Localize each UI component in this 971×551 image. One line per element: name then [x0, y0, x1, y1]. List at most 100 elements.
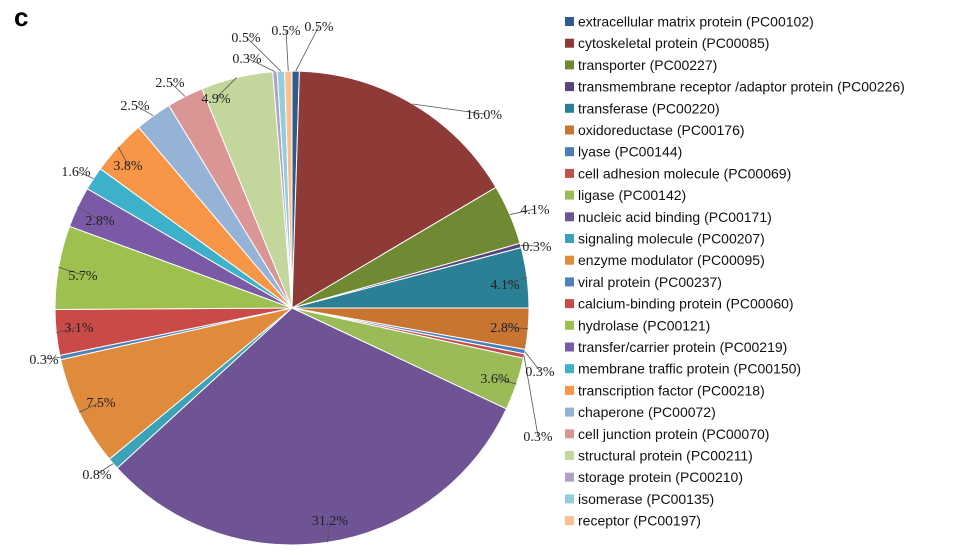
legend-swatch — [565, 38, 574, 48]
legend-label: enzyme modulator (PC00095) — [578, 252, 765, 268]
legend-swatch — [565, 255, 574, 265]
legend-label: transfer/carrier protein (PC00219) — [578, 339, 787, 355]
legend-swatch — [565, 364, 574, 374]
slice-percent-label: 4.1% — [520, 203, 550, 218]
leader-line — [504, 326, 529, 330]
legend-swatch — [565, 234, 574, 243]
leader-line — [520, 245, 538, 247]
slice-percent-label: 0.3% — [522, 240, 552, 255]
legend-item: ligase (PC00142) — [565, 187, 686, 203]
legend-label: lyase (PC00144) — [578, 144, 682, 160]
legend-item: calcium-binding protein (PC00060) — [565, 296, 794, 312]
slice-percent-label: 0.3% — [523, 430, 553, 445]
leader-line — [58, 266, 84, 276]
slice-percent-label: 3.8% — [113, 159, 143, 174]
leader-line — [245, 36, 282, 72]
slice-percent-label: 7.5% — [86, 396, 116, 411]
legend-item: cytoskeletal protein (PC00085) — [565, 35, 769, 51]
legend-item: storage protein (PC00210) — [565, 469, 743, 485]
legend-label: cell junction protein (PC00070) — [578, 426, 769, 442]
legend-label: hydrolase (PC00121) — [578, 317, 710, 333]
slice-percent-label: 2.5% — [120, 99, 150, 114]
legend-swatch — [565, 82, 574, 92]
leader-line — [77, 206, 101, 221]
legend-item: cell junction protein (PC00070) — [565, 426, 769, 442]
legend-label: extracellular matrix protein (PC00102) — [578, 14, 814, 30]
slice-percent-label: 0.8% — [82, 468, 112, 483]
legend-swatch — [565, 342, 574, 352]
slice-percent-label: 16.0% — [466, 108, 503, 123]
slice-percent-label: 31.2% — [312, 514, 349, 529]
legend-swatch — [565, 429, 574, 439]
legend-swatch — [565, 407, 574, 417]
leader-line — [75, 170, 94, 179]
legend-label: signaling molecule (PC00207) — [578, 231, 765, 247]
legend-label: viral protein (PC00237) — [578, 274, 722, 290]
pie-slice — [284, 70, 293, 309]
legend-item: nucleic acid binding (PC00171) — [565, 209, 772, 225]
slice-percent-label: 5.7% — [68, 269, 98, 284]
legend-item: transcription factor (PC00218) — [565, 382, 765, 398]
legend-item: signaling molecule (PC00207) — [565, 231, 765, 247]
legend-swatch — [565, 147, 574, 157]
leader-line — [524, 351, 541, 372]
legend-swatch — [565, 494, 574, 504]
legend-swatch — [565, 472, 574, 482]
leader-line — [117, 146, 129, 166]
slice-percent-label: 2.8% — [85, 214, 115, 229]
legend-swatch — [565, 190, 574, 200]
leader-line — [246, 57, 276, 72]
legend-item: membrane traffic protein (PC00150) — [565, 361, 801, 377]
legend-item: structural protein (PC00211) — [565, 448, 753, 464]
legend-label: calcium-binding protein (PC00060) — [578, 296, 794, 312]
legend-label: ligase (PC00142) — [578, 187, 686, 203]
legend-swatch — [565, 212, 574, 222]
legend-swatch — [565, 385, 574, 395]
legend-label: oxidoreductase (PC00176) — [578, 122, 745, 138]
pie-slice — [291, 70, 497, 309]
slice-percent-label: 3.1% — [64, 321, 94, 336]
legend-label: transporter (PC00227) — [578, 57, 717, 73]
leader-line — [285, 29, 289, 72]
legend-swatch — [565, 299, 574, 309]
legend-item: lyase (PC00144) — [565, 144, 682, 160]
legend-item: viral protein (PC00237) — [565, 274, 722, 290]
legend: extracellular matrix protein (PC00102) cy… — [565, 14, 905, 529]
leader-line — [78, 401, 102, 413]
panel-label: c — [14, 2, 29, 32]
leader-line — [494, 377, 517, 385]
legend-item: receptor (PC00197) — [565, 513, 701, 529]
legend-swatch — [565, 60, 574, 70]
legend-item: enzyme modulator (PC00095) — [565, 252, 765, 268]
slice-percent-label: 4.9% — [201, 92, 231, 107]
slice-percent-label: 2.5% — [155, 76, 185, 91]
legend-item: chaperone (PC00072) — [565, 404, 716, 420]
legend-item: extracellular matrix protein (PC00102) — [565, 14, 814, 30]
legend-item: transmembrane receptor /adaptor protein … — [565, 79, 905, 95]
leader-line — [295, 25, 320, 72]
slice-percent-label: 0.3% — [232, 52, 262, 67]
legend-label: structural protein (PC00211) — [578, 448, 753, 464]
leader-line — [523, 355, 539, 437]
legend-label: transcription factor (PC00218) — [578, 382, 765, 398]
leader-lines — [43, 25, 541, 543]
legend-label: membrane traffic protein (PC00150) — [578, 361, 801, 377]
leader-line — [509, 208, 536, 215]
leader-line — [504, 277, 528, 285]
leader-line — [43, 357, 61, 360]
leader-line — [169, 81, 186, 97]
leader-line — [56, 326, 80, 333]
legend-label: storage protein (PC00210) — [578, 469, 743, 485]
leader-line — [134, 104, 154, 117]
slice-percent-label: 4.1% — [490, 278, 520, 293]
legend-swatch — [565, 168, 574, 178]
legend-swatch — [565, 17, 574, 26]
legend-item: isomerase (PC00135) — [565, 491, 714, 507]
legend-swatch — [565, 103, 574, 113]
data-labels: 0.5% 16.0% 4.1% 0.3% 4.1% 2.8% 0.3% 0.3% 3.6% 31.… — [29, 20, 555, 529]
legend-label: cell adhesion molecule (PC00069) — [578, 165, 791, 181]
legend-swatch — [565, 451, 574, 460]
leader-line — [96, 463, 114, 475]
legend-label: nucleic acid binding (PC00171) — [578, 209, 772, 225]
